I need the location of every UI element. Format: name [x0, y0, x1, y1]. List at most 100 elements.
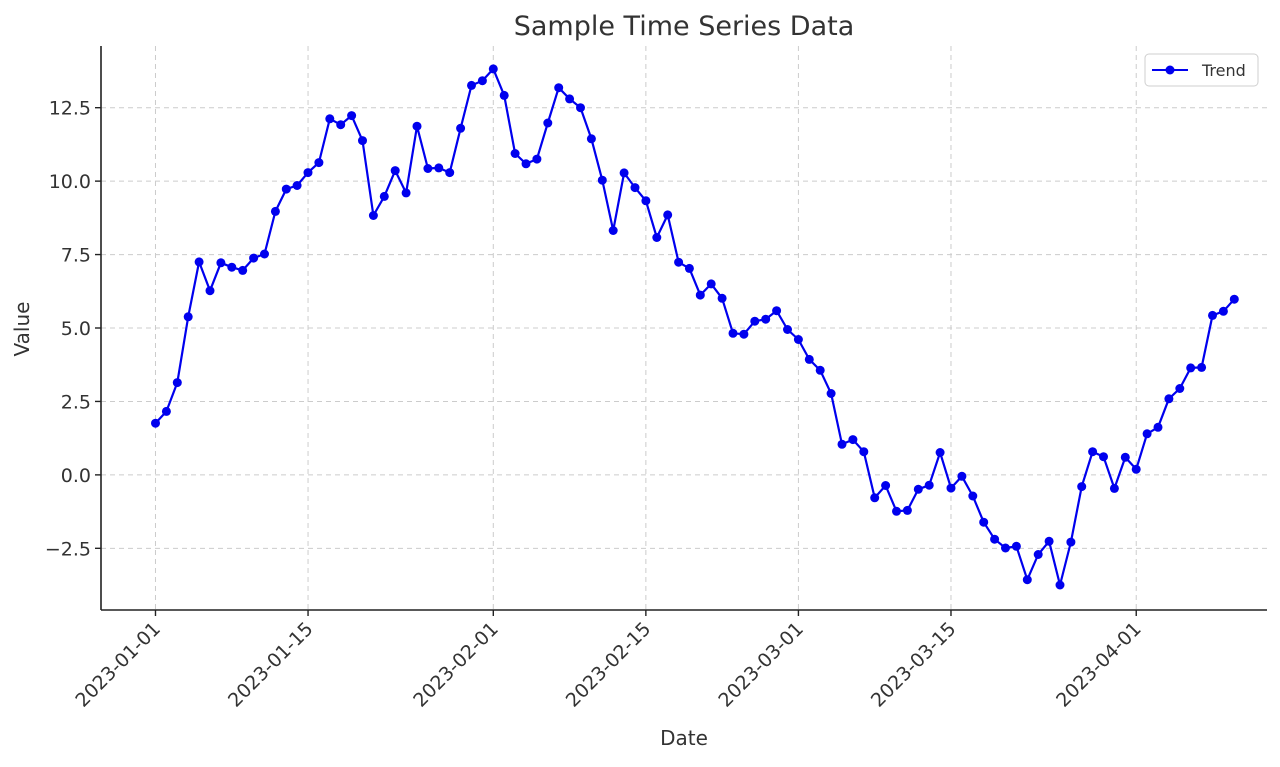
data-point	[368, 211, 378, 220]
data-point	[804, 354, 814, 364]
data-point	[1175, 384, 1185, 393]
data-point	[663, 210, 673, 220]
data-point	[488, 64, 498, 74]
data-point	[434, 163, 444, 173]
data-point	[815, 365, 825, 375]
data-point	[1186, 363, 1196, 373]
data-point	[750, 316, 760, 326]
data-point	[1229, 294, 1239, 304]
data-point	[641, 196, 651, 206]
x-tick-label: 2023-03-15	[867, 618, 961, 712]
x-tick-label: 2023-02-01	[409, 618, 503, 712]
y-tick-label: 7.5	[61, 245, 91, 267]
series-line-trend	[154, 67, 1236, 587]
data-point	[390, 166, 400, 176]
x-tick-label: 2023-02-15	[562, 618, 656, 712]
data-point	[456, 123, 466, 133]
data-point	[772, 306, 782, 316]
data-point	[684, 263, 694, 273]
data-point	[706, 279, 716, 289]
data-point	[652, 233, 662, 242]
data-point	[510, 149, 520, 158]
data-point	[1109, 483, 1119, 493]
data-point	[205, 286, 215, 296]
data-point	[1131, 464, 1141, 474]
data-point	[761, 314, 771, 324]
data-point	[347, 111, 357, 121]
data-point	[216, 258, 226, 268]
data-point	[1197, 362, 1207, 372]
data-point	[619, 168, 629, 178]
data-point	[946, 483, 956, 493]
data-point	[532, 154, 542, 164]
data-point	[1164, 394, 1174, 404]
y-tick-label: 12.5	[49, 98, 91, 120]
x-tick-label: 2023-01-01	[71, 618, 165, 712]
data-point	[892, 506, 901, 516]
data-point	[270, 206, 280, 216]
legend: Trend	[1144, 53, 1259, 87]
data-point	[445, 168, 455, 178]
data-point	[1055, 580, 1065, 590]
data-point	[303, 168, 313, 178]
data-point	[968, 491, 978, 501]
data-point	[554, 83, 564, 93]
data-point	[314, 158, 324, 168]
data-point	[957, 471, 967, 481]
y-tick-label: 5.0	[61, 318, 91, 340]
data-point	[183, 312, 193, 322]
x-tick-label: 2023-04-01	[1052, 618, 1146, 712]
data-point	[358, 136, 367, 146]
y-tick-label: 0.0	[61, 465, 91, 487]
data-point	[1044, 536, 1054, 546]
data-point	[717, 293, 727, 303]
data-point	[859, 447, 869, 457]
data-point	[467, 80, 476, 90]
data-series	[151, 64, 1239, 590]
data-point	[739, 329, 749, 339]
data-point	[1099, 452, 1108, 462]
data-point	[913, 484, 923, 494]
data-point	[499, 90, 509, 100]
data-point	[401, 188, 411, 198]
y-tick-label: 10.0	[49, 171, 91, 193]
data-point	[281, 184, 291, 194]
legend-marker-swatch	[1165, 65, 1175, 75]
data-point	[597, 175, 607, 185]
y-tick-label: 2.5	[61, 391, 91, 413]
data-point	[477, 76, 487, 86]
data-point	[521, 159, 531, 169]
grid-lines	[101, 46, 1267, 610]
data-point	[1218, 306, 1228, 316]
data-point	[1033, 550, 1043, 559]
data-point	[1088, 447, 1098, 457]
data-point	[1001, 543, 1010, 553]
data-point	[423, 164, 433, 173]
data-point	[990, 534, 1000, 544]
data-point	[674, 257, 684, 267]
data-point	[608, 226, 618, 235]
data-point	[336, 120, 346, 130]
data-point	[260, 249, 269, 259]
data-point	[292, 181, 302, 190]
data-point	[238, 265, 248, 275]
legend-box	[1144, 53, 1259, 87]
data-point	[793, 335, 803, 344]
data-point	[151, 418, 160, 428]
data-point	[783, 325, 792, 334]
data-point	[565, 94, 575, 104]
data-point	[1153, 422, 1163, 432]
data-point	[1011, 541, 1021, 551]
y-axis-label: Value	[10, 302, 34, 357]
data-point	[837, 439, 847, 449]
data-point	[881, 481, 891, 490]
data-point	[979, 517, 989, 527]
data-point	[1142, 429, 1152, 439]
x-axis-label: Date	[660, 726, 708, 750]
data-point	[249, 253, 259, 263]
data-point	[412, 121, 422, 131]
data-point	[1120, 452, 1130, 462]
y-tick-label: −2.5	[45, 538, 91, 560]
data-point	[1077, 482, 1087, 492]
